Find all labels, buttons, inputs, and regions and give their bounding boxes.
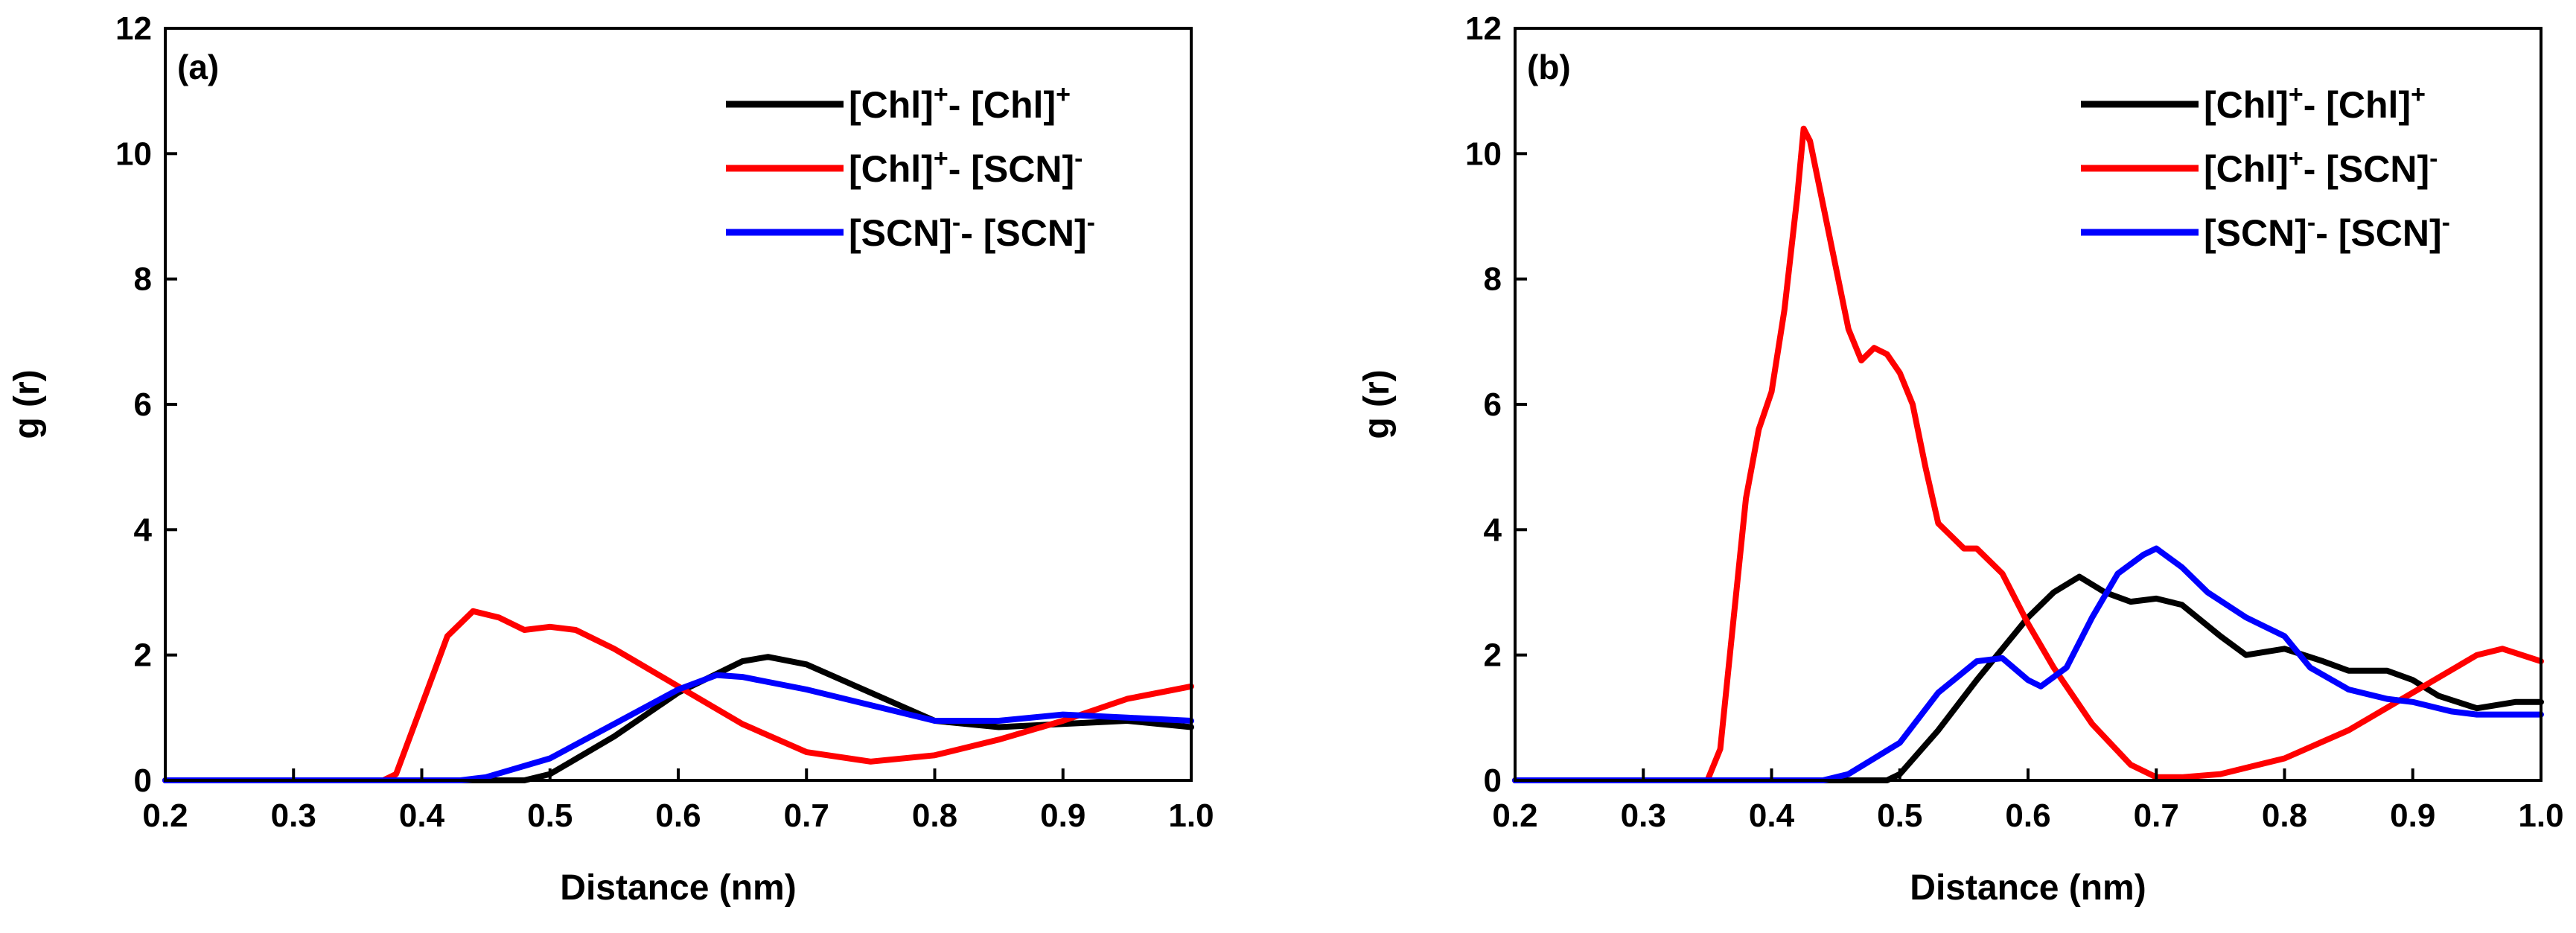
y-tick-label: 2: [1484, 637, 1502, 674]
x-tick-label: 0.9: [2390, 797, 2435, 834]
legend-label-0: [Chl]+- [Chl]+: [2204, 80, 2426, 126]
y-tick-label: 6: [1484, 386, 1502, 423]
y-tick-label: 4: [1484, 512, 1502, 548]
series-line-1: [1512, 125, 2544, 783]
x-tick-label: 0.8: [912, 797, 957, 834]
legend-label-0: [Chl]+- [Chl]+: [849, 80, 1071, 126]
y-tick-label: 4: [134, 512, 153, 548]
y-tick-label: 12: [1465, 10, 1502, 47]
x-axis-label: Distance (nm): [560, 868, 796, 908]
series-line-2: [1512, 545, 2544, 783]
x-tick-label: 0.6: [655, 797, 701, 834]
legend-label-2: [SCN]-- [SCN]-: [849, 208, 1095, 254]
x-tick-label: 0.6: [2005, 797, 2050, 834]
x-tick-label: 0.8: [2262, 797, 2307, 834]
x-tick-label: 0.7: [784, 797, 829, 834]
x-tick-label: 0.3: [271, 797, 316, 834]
x-axis-label: Distance (nm): [1910, 868, 2146, 908]
panel-b: 0.2 0.3 0.4 0.5 0.6 0.7 0.8 0.9 1.0 0 2 4 6 8 10 12 Dist…: [1357, 10, 2564, 908]
x-tick-label: 0.9: [1040, 797, 1085, 834]
legend-label-2: [SCN]-- [SCN]-: [2204, 208, 2450, 254]
x-tick-label: 0.5: [1877, 797, 1922, 834]
x-tick-label: 0.2: [1492, 797, 1537, 834]
y-tick-label: 0: [134, 762, 152, 799]
y-tick-label: 8: [134, 261, 152, 298]
y-tick-label: 10: [115, 136, 152, 172]
x-tick-label: 0.4: [1749, 797, 1795, 834]
plot-frame: [164, 27, 1193, 782]
x-tick-label: 1.0: [2518, 797, 2563, 834]
y-tick-label: 6: [134, 386, 152, 423]
x-tick-label: 0.7: [2134, 797, 2179, 834]
y-tick-label: 12: [115, 10, 152, 47]
panel-a: 0.2 0.3 0.4 0.5 0.6 0.7 0.8 0.9 1.0 0 2 4 6 8 10 12 Dist…: [7, 10, 1214, 908]
y-axis-label: g (r): [1357, 369, 1397, 439]
x-tick-label: 0.4: [399, 797, 445, 834]
panel-label: (a): [177, 48, 219, 86]
legend-label-1: [Chl]+- [SCN]-: [2204, 144, 2438, 190]
panel-label: (b): [1527, 48, 1571, 86]
x-tick-label: 0.3: [1621, 797, 1666, 834]
plot-frame: [1514, 27, 2542, 782]
y-tick-label: 10: [1465, 136, 1502, 172]
series-line-2: [162, 672, 1194, 783]
x-tick-label: 0.5: [527, 797, 573, 834]
y-axis-label: g (r): [7, 369, 47, 439]
y-tick-label: 0: [1484, 762, 1502, 799]
y-tick-label: 2: [134, 637, 152, 674]
x-tick-label: 1.0: [1168, 797, 1214, 834]
y-tick-label: 8: [1484, 261, 1502, 298]
x-tick-label: 0.2: [142, 797, 188, 834]
series-line-1: [162, 608, 1194, 783]
legend-label-1: [Chl]+- [SCN]-: [849, 144, 1083, 190]
